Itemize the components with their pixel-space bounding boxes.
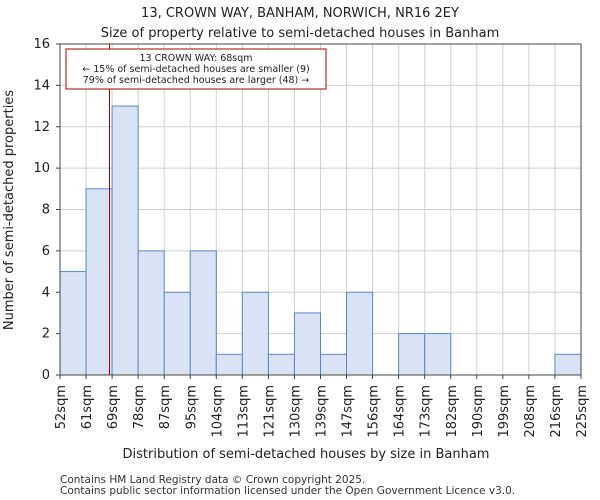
histogram-bar <box>554 353 582 376</box>
y-tick-label: 2 <box>42 327 50 342</box>
x-tick-label: 78sqm <box>132 385 147 429</box>
annotation-line-3: 79% of semi-detached houses are larger (… <box>83 75 310 86</box>
x-axis-label: Distribution of semi-detached houses by … <box>123 447 490 462</box>
x-tick-label: 156sqm <box>367 385 382 438</box>
histogram-bar <box>346 291 374 376</box>
histogram-bar <box>398 333 426 376</box>
annotation-box <box>65 48 327 90</box>
y-tick-label: 6 <box>42 244 50 259</box>
footer-licence: Contains public sector information licen… <box>60 485 515 497</box>
y-axis-ticks: 0 2 4 6 8 10 12 14 16 <box>33 37 60 383</box>
y-tick-label: 0 <box>42 368 50 383</box>
histogram-bar <box>424 333 452 376</box>
x-tick-label: 69sqm <box>106 385 121 429</box>
x-tick-label: 190sqm <box>471 385 486 438</box>
chart-title: 13, CROWN WAY, BANHAM, NORWICH, NR16 2EY <box>141 6 459 21</box>
annotation-line-2: ← 15% of semi-detached houses are smalle… <box>82 64 310 75</box>
y-tick-label: 8 <box>42 203 50 218</box>
x-tick-label: 130sqm <box>288 385 303 438</box>
x-tick-label: 182sqm <box>445 385 460 438</box>
x-tick-label: 216sqm <box>549 385 564 438</box>
x-tick-label: 104sqm <box>210 385 225 438</box>
x-tick-label: 147sqm <box>341 385 356 438</box>
histogram-bar <box>163 291 191 376</box>
x-tick-label: 225sqm <box>575 385 590 438</box>
histogram-bar <box>241 291 269 376</box>
chart-subtitle: Size of property relative to semi-detach… <box>101 26 500 41</box>
x-tick-label: 95sqm <box>184 385 199 429</box>
histogram-bar <box>320 353 348 376</box>
x-tick-label: 164sqm <box>393 385 408 438</box>
x-tick-label: 61sqm <box>80 385 95 429</box>
bars <box>59 105 582 376</box>
x-axis-ticks: 52sqm 61sqm 69sqm 78sqm 87sqm 95sqm 104sqm 113s… <box>54 375 590 438</box>
x-tick-label: 121sqm <box>262 385 277 438</box>
y-tick-label: 12 <box>33 120 50 135</box>
histogram-bar <box>293 312 322 376</box>
histogram-bar <box>111 105 139 376</box>
y-axis-label: Number of semi-detached properties <box>2 90 17 330</box>
x-tick-label: 113sqm <box>236 385 251 438</box>
x-tick-label: 87sqm <box>158 385 173 429</box>
x-tick-label: 139sqm <box>315 385 330 438</box>
y-tick-label: 14 <box>33 78 50 93</box>
x-tick-label: 52sqm <box>54 385 69 429</box>
x-tick-label: 199sqm <box>497 385 512 438</box>
annotation-line-1: 13 CROWN WAY: 68sqm <box>139 53 252 64</box>
x-tick-label: 173sqm <box>419 385 434 438</box>
histogram-bar <box>215 353 243 376</box>
x-tick-label: 208sqm <box>523 385 538 438</box>
footer-copyright: Contains HM Land Registry data © Crown c… <box>60 474 365 486</box>
y-tick-label: 10 <box>33 161 50 176</box>
marker-annotation: 13 CROWN WAY: 68sqm ← 15% of semi-detach… <box>65 48 327 90</box>
y-tick-label: 4 <box>42 285 50 300</box>
histogram-bar <box>189 250 217 376</box>
histogram-bar <box>267 353 295 376</box>
histogram-bar <box>85 188 113 376</box>
histogram-bar <box>59 271 87 376</box>
y-tick-label: 16 <box>33 37 50 52</box>
histogram-bar <box>137 250 165 376</box>
